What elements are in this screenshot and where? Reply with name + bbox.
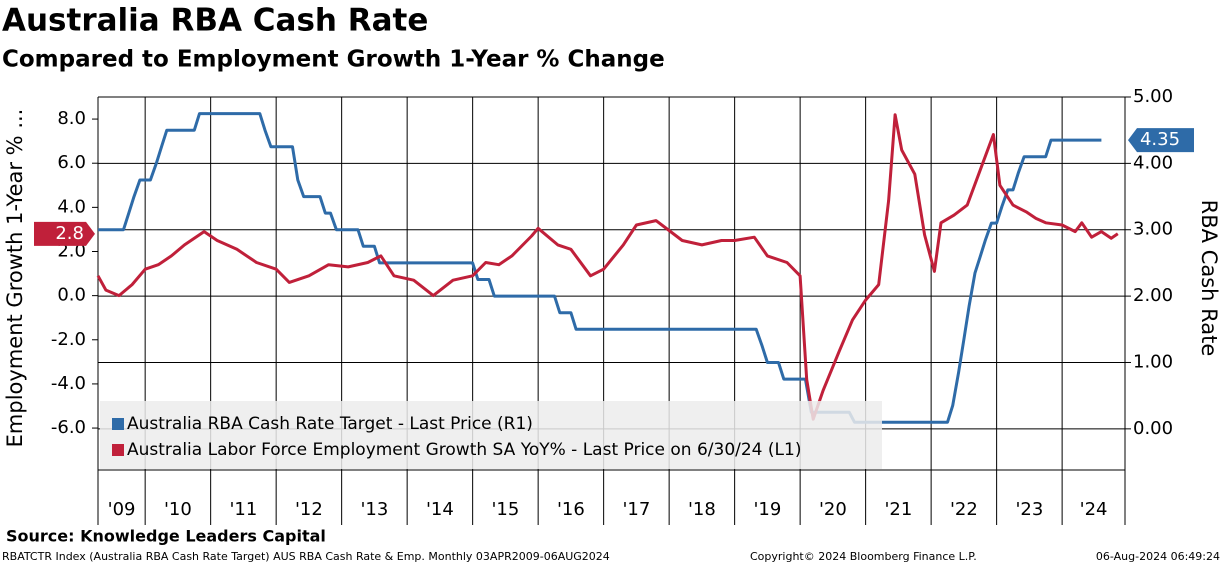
x-tick-label: '16: [557, 499, 585, 520]
y-tick-label: 6.0: [57, 152, 86, 173]
chart-subtitle: Compared to Employment Growth 1-Year % C…: [2, 47, 665, 73]
x-tick-label: '11: [229, 499, 257, 520]
x-tick-label: '21: [884, 499, 912, 520]
y2-tick-label: 4.00: [1133, 152, 1173, 173]
legend-label: Australia RBA Cash Rate Target - Last Pr…: [127, 414, 533, 434]
y2-tick-label: 1.00: [1133, 351, 1173, 372]
footer-right: 06-Aug-2024 06:49:24: [1096, 550, 1220, 563]
x-tick-label: '12: [295, 499, 323, 520]
y2-axis-title: RBA Cash Rate: [1197, 200, 1221, 357]
y-tick-label: -6.0: [51, 417, 86, 438]
x-tick-label: '15: [491, 499, 519, 520]
legend-box: [100, 401, 882, 469]
series-line: [98, 112, 1102, 424]
legend-swatch: [112, 444, 124, 456]
series-line: [96, 113, 1119, 421]
y-tick-label: 0.0: [57, 285, 86, 306]
footer-center: Copyright© 2024 Bloomberg Finance L.P.: [750, 550, 977, 563]
legend-label: Australia Labor Force Employment Growth …: [127, 440, 801, 460]
x-tick-label: '10: [164, 499, 192, 520]
y2-tick-label: 5.00: [1133, 86, 1173, 107]
legend-swatch: [112, 418, 124, 430]
y-axis-title: Employment Growth 1-Year % ...: [3, 109, 27, 448]
y2-tick-label: 3.00: [1133, 219, 1173, 240]
last-value-tag: [34, 221, 95, 246]
x-tick-label: '13: [360, 499, 388, 520]
y2-tick-label: 2.00: [1133, 285, 1173, 306]
x-tick-label: '24: [1080, 499, 1108, 520]
x-tick-label: '17: [622, 499, 650, 520]
x-tick-label: '09: [108, 499, 136, 520]
last-value-tag: [1128, 128, 1194, 153]
x-tick-label: '23: [1015, 499, 1043, 520]
x-tick-label: '19: [753, 499, 781, 520]
y2-tick-label: 0.00: [1133, 418, 1173, 439]
y-tick-label: 4.0: [57, 196, 86, 217]
last-value-label: 2.8: [55, 223, 84, 244]
x-tick-label: '20: [819, 499, 847, 520]
y-tick-label: 8.0: [57, 108, 86, 129]
y-tick-label: -4.0: [51, 373, 86, 394]
x-tick-label: '22: [950, 499, 978, 520]
x-tick-label: '18: [688, 499, 716, 520]
source: Source: Knowledge Leaders Capital: [6, 527, 326, 546]
footer-left: RBATCTR Index (Australia RBA Cash Rate T…: [2, 550, 610, 563]
chart-title: Australia RBA Cash Rate: [2, 3, 428, 39]
x-tick-label: '14: [426, 499, 454, 520]
last-value-label: 4.35: [1140, 129, 1180, 150]
y-tick-label: -2.0: [51, 329, 86, 350]
